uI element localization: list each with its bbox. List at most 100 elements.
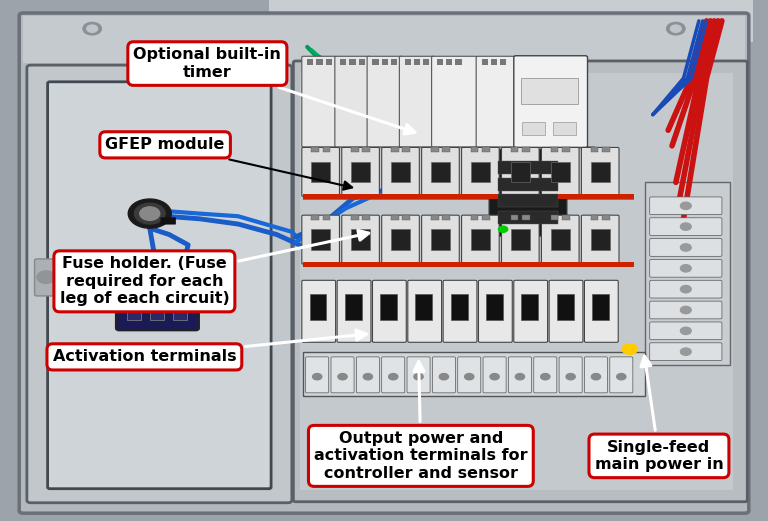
Circle shape xyxy=(541,374,550,380)
Circle shape xyxy=(389,374,398,380)
Bar xyxy=(326,59,332,65)
Bar xyxy=(551,229,570,250)
FancyBboxPatch shape xyxy=(302,147,339,196)
Bar xyxy=(414,59,420,65)
FancyBboxPatch shape xyxy=(422,147,459,196)
Circle shape xyxy=(338,374,347,380)
FancyBboxPatch shape xyxy=(408,280,442,342)
Bar xyxy=(359,59,365,65)
Circle shape xyxy=(87,25,98,32)
Bar xyxy=(269,0,753,42)
Bar xyxy=(303,352,645,396)
FancyBboxPatch shape xyxy=(476,56,521,147)
FancyBboxPatch shape xyxy=(407,357,430,393)
FancyBboxPatch shape xyxy=(19,13,749,513)
FancyBboxPatch shape xyxy=(650,322,722,340)
Circle shape xyxy=(140,207,160,220)
Bar xyxy=(311,147,319,152)
FancyBboxPatch shape xyxy=(581,147,619,196)
FancyBboxPatch shape xyxy=(610,357,633,393)
Bar xyxy=(437,59,443,65)
Bar xyxy=(511,147,518,152)
Circle shape xyxy=(134,203,165,224)
Circle shape xyxy=(680,306,691,314)
Circle shape xyxy=(37,271,55,283)
Bar xyxy=(471,229,490,250)
Bar xyxy=(380,294,397,320)
Bar xyxy=(303,265,634,267)
Bar xyxy=(471,162,490,182)
FancyBboxPatch shape xyxy=(462,147,499,196)
Circle shape xyxy=(128,199,171,228)
FancyBboxPatch shape xyxy=(534,357,557,393)
Bar xyxy=(562,215,570,220)
Bar xyxy=(591,147,598,152)
Bar xyxy=(127,305,141,320)
Bar xyxy=(471,215,478,220)
FancyBboxPatch shape xyxy=(650,218,722,235)
FancyBboxPatch shape xyxy=(331,357,354,393)
FancyBboxPatch shape xyxy=(514,280,548,342)
FancyBboxPatch shape xyxy=(382,147,419,196)
Bar xyxy=(391,162,410,182)
Bar xyxy=(323,147,330,152)
Bar xyxy=(498,178,558,191)
Bar xyxy=(455,59,462,65)
Text: GFEP module: GFEP module xyxy=(105,138,353,190)
FancyBboxPatch shape xyxy=(650,239,722,256)
FancyBboxPatch shape xyxy=(302,56,337,147)
FancyBboxPatch shape xyxy=(541,147,579,196)
FancyBboxPatch shape xyxy=(483,357,506,393)
Circle shape xyxy=(591,374,601,380)
FancyBboxPatch shape xyxy=(458,357,481,393)
Circle shape xyxy=(680,327,691,334)
FancyBboxPatch shape xyxy=(581,215,619,264)
FancyBboxPatch shape xyxy=(508,357,531,393)
Bar xyxy=(521,78,578,104)
Bar xyxy=(55,87,263,483)
FancyBboxPatch shape xyxy=(342,215,379,264)
FancyBboxPatch shape xyxy=(337,280,371,342)
Text: Single-feed
main power in: Single-feed main power in xyxy=(594,356,723,472)
Bar xyxy=(500,59,506,65)
Circle shape xyxy=(313,374,322,380)
Bar xyxy=(431,215,439,220)
Circle shape xyxy=(670,25,681,32)
Bar xyxy=(522,122,545,135)
Bar xyxy=(482,147,490,152)
Bar xyxy=(300,73,733,490)
FancyBboxPatch shape xyxy=(541,215,579,264)
FancyBboxPatch shape xyxy=(35,259,58,296)
Circle shape xyxy=(680,223,691,230)
Bar xyxy=(351,215,359,220)
Bar xyxy=(173,305,187,320)
Bar xyxy=(391,59,397,65)
Bar xyxy=(557,294,574,320)
FancyBboxPatch shape xyxy=(367,56,402,147)
Bar xyxy=(442,215,450,220)
FancyBboxPatch shape xyxy=(502,147,539,196)
FancyBboxPatch shape xyxy=(161,217,176,225)
Bar xyxy=(491,59,497,65)
Bar xyxy=(482,215,490,220)
Bar xyxy=(591,162,610,182)
Bar xyxy=(303,194,634,199)
FancyBboxPatch shape xyxy=(306,357,329,393)
FancyBboxPatch shape xyxy=(27,65,292,503)
Bar xyxy=(562,147,570,152)
Bar xyxy=(602,147,610,152)
Bar xyxy=(498,211,558,224)
Bar xyxy=(592,294,609,320)
FancyBboxPatch shape xyxy=(650,197,722,215)
Bar xyxy=(391,147,399,152)
Circle shape xyxy=(498,226,508,232)
Bar xyxy=(311,162,330,182)
FancyBboxPatch shape xyxy=(335,56,370,147)
Bar xyxy=(391,229,410,250)
Circle shape xyxy=(490,374,499,380)
FancyBboxPatch shape xyxy=(489,150,567,236)
Text: Output power and
activation terminals for
controller and sensor: Output power and activation terminals fo… xyxy=(314,362,528,481)
Bar xyxy=(372,59,379,65)
Bar xyxy=(345,294,362,320)
FancyBboxPatch shape xyxy=(462,215,499,264)
